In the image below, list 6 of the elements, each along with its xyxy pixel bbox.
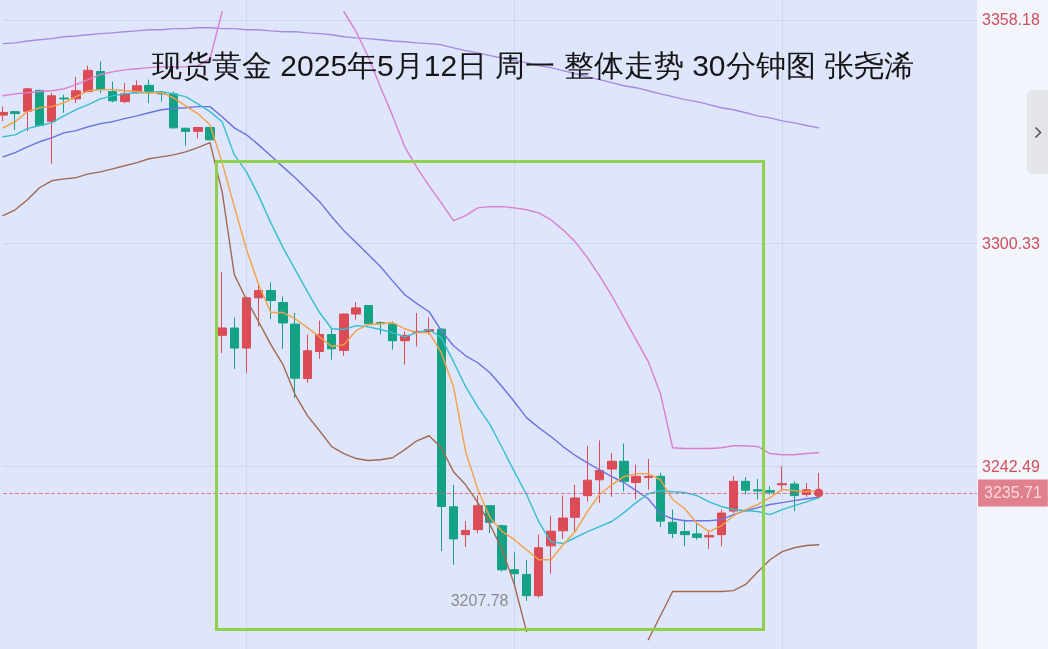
y-tick-label: 3300.33 <box>982 234 1040 252</box>
y-tick-label: 3358.18 <box>982 11 1040 29</box>
y-tick-label: 3242.49 <box>982 458 1040 476</box>
text: 现货黄金 2025年5月12日 周一 整体走势 30分钟图 张尧浠 <box>152 48 914 82</box>
ref-line-label: 3235.71 <box>984 484 1042 502</box>
annotation: 3207.78 <box>450 592 509 610</box>
